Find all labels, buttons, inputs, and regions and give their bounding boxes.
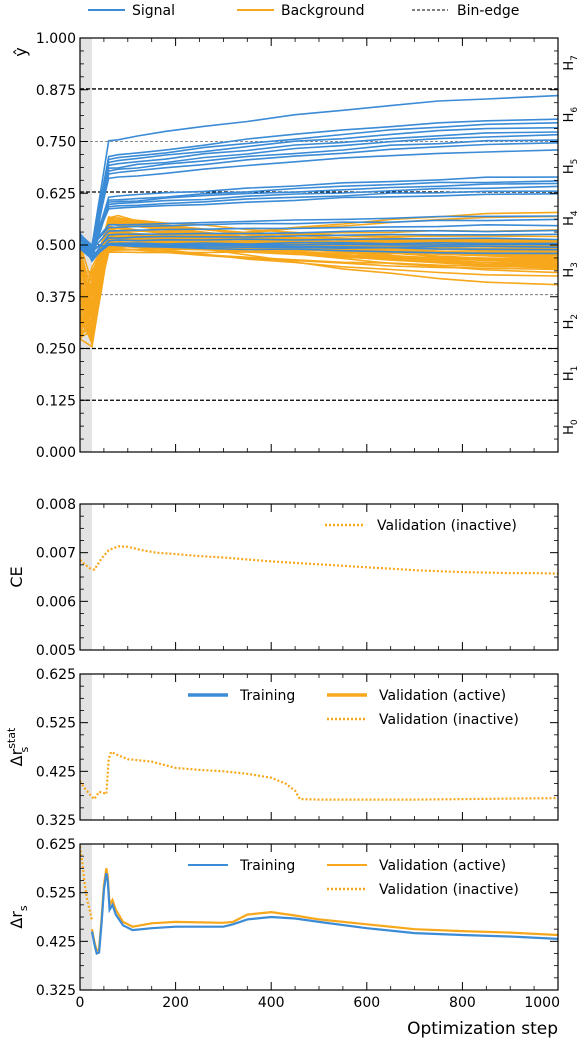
x-tick-label: 400 xyxy=(258,995,285,1011)
y-tick-label: 0.325 xyxy=(36,813,76,829)
panel-ce: 0.005 0.006 0.007 0.008 CE Validation (inacti… xyxy=(7,497,559,659)
y-tick-label: 0.005 xyxy=(36,643,76,659)
series-validation-inactive xyxy=(80,750,558,801)
plot-area xyxy=(80,545,558,575)
series-validation-active xyxy=(90,868,558,954)
panel-drs: 0.325 0.425 0.525 0.625 Δrs Training Validatio… xyxy=(7,837,560,1011)
bin-label: H7 xyxy=(562,55,580,71)
signal-curve xyxy=(80,233,558,254)
y-tick-label: 0.525 xyxy=(36,886,76,902)
background-curve xyxy=(80,216,558,338)
legend-label-validation-active: Validation (active) xyxy=(379,858,506,874)
plot-area xyxy=(80,88,558,401)
x-tick-label: 600 xyxy=(353,995,380,1011)
bin-label: H2 xyxy=(562,314,580,330)
shaded-region xyxy=(80,844,92,990)
bin-label: H5 xyxy=(562,159,580,175)
legend-label-signal: Signal xyxy=(132,3,175,19)
panel-drstat: 0.325 0.425 0.525 0.625 Δrstats Training Valid… xyxy=(5,667,559,829)
signal-curve xyxy=(80,234,558,256)
y-axis-label: Δrstats xyxy=(5,727,31,766)
bin-label: H1 xyxy=(562,366,580,382)
y-tick-label: 0.008 xyxy=(36,497,76,513)
legend-label-validation-active: Validation (active) xyxy=(379,688,506,704)
y-tick-label: 1.000 xyxy=(36,31,76,47)
y-tick-label: 0.006 xyxy=(36,594,76,610)
series-validation-inactive xyxy=(80,846,94,921)
x-tick-label: 1000 xyxy=(524,995,560,1011)
bin-label: H4 xyxy=(562,210,580,226)
legend-label-validation-inactive: Validation (inactive) xyxy=(377,518,517,534)
y-tick-label: 0.125 xyxy=(36,393,76,409)
y-tick-label: 0.625 xyxy=(36,186,76,202)
shaded-region xyxy=(80,504,92,650)
panels: 0.000 0.125 0.250 0.375 0.500 0.625 0.750 0.875… xyxy=(5,31,580,1011)
series-training xyxy=(90,872,558,956)
plot-area xyxy=(80,750,558,801)
y-tick-label: 0.625 xyxy=(36,667,76,683)
y-tick-label: 0.625 xyxy=(36,837,76,853)
series-validation-inactive xyxy=(80,545,558,575)
x-axis-label: Optimization step xyxy=(407,1019,558,1039)
legend-label-background: Background xyxy=(281,3,365,19)
y-tick-label: 0.250 xyxy=(36,342,76,358)
legend-label-validation-inactive: Validation (inactive) xyxy=(379,882,519,898)
y-tick-label: 0.500 xyxy=(36,238,76,254)
y-tick-label: 0.375 xyxy=(36,290,76,306)
y-tick-label: 0.525 xyxy=(36,716,76,732)
legend-label-validation-inactive: Validation (inactive) xyxy=(379,712,519,728)
x-tick-label: 200 xyxy=(162,995,189,1011)
y-tick-label: 0.325 xyxy=(36,983,76,999)
bin-label: H3 xyxy=(562,262,580,278)
bin-label: H6 xyxy=(562,107,580,123)
legend-label-training: Training xyxy=(239,688,295,704)
y-axis-label: ŷ xyxy=(11,47,30,56)
y-tick-label: 0.425 xyxy=(36,934,76,950)
y-tick-label: 0.875 xyxy=(36,83,76,99)
bin-label: H0 xyxy=(562,419,580,435)
plot-area xyxy=(80,846,558,956)
y-tick-label: 0.425 xyxy=(36,764,76,780)
legend-label-training: Training xyxy=(239,858,295,874)
signal-curve xyxy=(80,235,558,263)
signal-curve xyxy=(80,218,558,247)
x-tick-label: 0 xyxy=(76,995,85,1011)
signal-curve xyxy=(80,244,558,251)
y-axis-label: CE xyxy=(7,566,26,587)
panel-yhat: 0.000 0.125 0.250 0.375 0.500 0.625 0.750 0.875… xyxy=(11,31,580,461)
top-legend: Signal Background Bin-edge xyxy=(88,3,519,19)
y-tick-label: 0.750 xyxy=(36,135,76,151)
x-tick-label: 800 xyxy=(449,995,476,1011)
y-tick-label: 0.000 xyxy=(36,445,76,461)
shaded-region xyxy=(80,674,92,820)
legend-label-bin-edge: Bin-edge xyxy=(457,3,519,19)
y-tick-label: 0.007 xyxy=(36,546,76,562)
signal-curve xyxy=(80,223,558,252)
y-axis-label: Δrs xyxy=(7,905,30,929)
